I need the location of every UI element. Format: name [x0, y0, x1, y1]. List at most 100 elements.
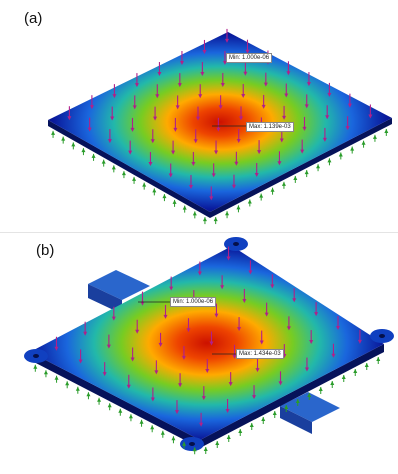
corner-lugs	[24, 237, 394, 451]
load-arrow-head	[150, 397, 155, 402]
load-arrow-head	[259, 340, 264, 345]
load-arrow-head	[205, 369, 210, 374]
load-arrow-head	[327, 92, 332, 97]
fixture-arrow-head	[182, 441, 187, 446]
load-arrow-head	[181, 355, 186, 360]
load-arrow-head	[231, 184, 236, 189]
fixture-arrow-head	[372, 134, 377, 139]
load-arrow-head	[78, 359, 83, 364]
load-arrow-head	[300, 149, 305, 154]
load-arrow-head	[242, 298, 247, 303]
load-arrow-head	[226, 256, 231, 261]
fixture-arrow-head	[330, 381, 335, 385]
load-arrow-head	[198, 94, 203, 99]
load-arrow-head	[193, 139, 198, 144]
fixture-arrow-head	[91, 153, 96, 158]
load-arrow-head	[225, 408, 230, 413]
side-block-left-face	[88, 284, 122, 314]
load-arrow-head	[153, 116, 158, 121]
fixture-arrow-head	[249, 423, 254, 427]
fixture-arrow-head	[215, 441, 220, 445]
load-arrow-head	[155, 94, 160, 99]
load-arrow-head	[278, 381, 283, 386]
panel-b: (b) Min: 1.000e-06 Max: 1.434e-03	[0, 232, 398, 474]
fixture-arrow-head	[192, 447, 197, 452]
load-arrow-head	[126, 384, 131, 389]
fixture-arrow-head	[376, 357, 381, 361]
load-arrow-head	[107, 139, 112, 144]
load-arrow-head	[284, 93, 289, 98]
panel-a: (a) Min: 1.000e-06 Max: 1.139e-03	[0, 0, 398, 232]
fixture-arrow-head	[142, 182, 147, 187]
load-arrow-head	[211, 173, 216, 178]
fixture-arrow-head	[33, 364, 38, 369]
panel-a-label: (a)	[24, 10, 43, 27]
fixture-arrow-head	[226, 435, 231, 439]
load-arrow-head	[163, 314, 168, 319]
load-arrow-head	[148, 162, 153, 167]
load-arrow-head	[257, 150, 262, 155]
load-arrow-head	[345, 126, 350, 131]
load-arrow-head	[154, 370, 159, 375]
load-arrow-head	[347, 103, 352, 108]
load-arrow-head	[169, 286, 174, 291]
plate-a-plot	[48, 28, 392, 225]
load-arrow-head	[357, 339, 362, 344]
fixture-arrow-head	[364, 363, 369, 367]
corner-lug-hole	[33, 354, 39, 358]
load-arrow-head	[111, 316, 116, 321]
fixture-arrow-head	[182, 205, 187, 210]
fixture-arrow-head	[284, 405, 289, 409]
load-arrow-head	[286, 71, 291, 76]
fixture-arrow-head	[71, 142, 76, 147]
load-arrow-head	[168, 173, 173, 178]
load-arrow-head	[197, 271, 202, 276]
fixture-arrow-head	[327, 158, 332, 163]
fixture-arrow-head	[150, 425, 155, 430]
fixture-arrow-head	[225, 211, 230, 216]
load-arrow-head	[286, 326, 291, 331]
fixture-arrow-head	[307, 393, 312, 397]
load-arrow-head	[201, 396, 206, 401]
load-arrow-head	[264, 312, 269, 317]
corner-lug-hole	[379, 334, 385, 338]
fixture-arrow-head	[51, 130, 56, 135]
load-arrow-head	[112, 94, 117, 99]
load-arrow-head	[177, 83, 182, 88]
load-arrow-head	[331, 353, 336, 358]
load-arrow-head	[157, 72, 162, 77]
load-arrow-head	[224, 38, 229, 43]
load-arrow-head	[214, 150, 219, 155]
load-arrow-head	[325, 115, 330, 120]
load-arrow-head	[216, 127, 221, 132]
load-arrow-head	[134, 83, 139, 88]
load-arrow-head	[209, 341, 214, 346]
fixture-arrow-head	[281, 181, 286, 186]
load-arrow-head	[171, 150, 176, 155]
load-arrow-head	[89, 105, 94, 110]
fixture-arrow-head	[111, 165, 116, 170]
load-arrow-head	[173, 127, 178, 132]
load-arrow-head	[135, 329, 140, 334]
fixture-arrow-head	[172, 199, 177, 204]
fixture-arrow-head	[361, 140, 366, 145]
load-arrow-head	[322, 137, 327, 142]
fixture-arrow-head	[61, 136, 66, 141]
fixture-arrow-head	[238, 429, 243, 433]
fixture-arrow-head	[101, 159, 106, 164]
max-annotation-b: Max: 1.434e-03	[236, 349, 284, 359]
fixture-arrow-head	[316, 164, 321, 169]
load-arrow-head	[188, 184, 193, 189]
load-arrow-head	[83, 331, 88, 336]
load-arrow-head	[245, 49, 250, 54]
fixture-arrow-head	[338, 152, 343, 157]
load-arrow-head	[175, 105, 180, 110]
load-arrow-head	[306, 82, 311, 87]
fixture-arrow-head	[121, 171, 126, 176]
fixture-arrow-head	[353, 369, 358, 373]
load-arrow-head	[270, 284, 275, 289]
fixture-arrow-head	[65, 381, 70, 386]
fixture-arrow-head	[350, 146, 355, 151]
side-block-right-face	[280, 406, 312, 434]
fixture-arrow-head	[236, 205, 241, 210]
